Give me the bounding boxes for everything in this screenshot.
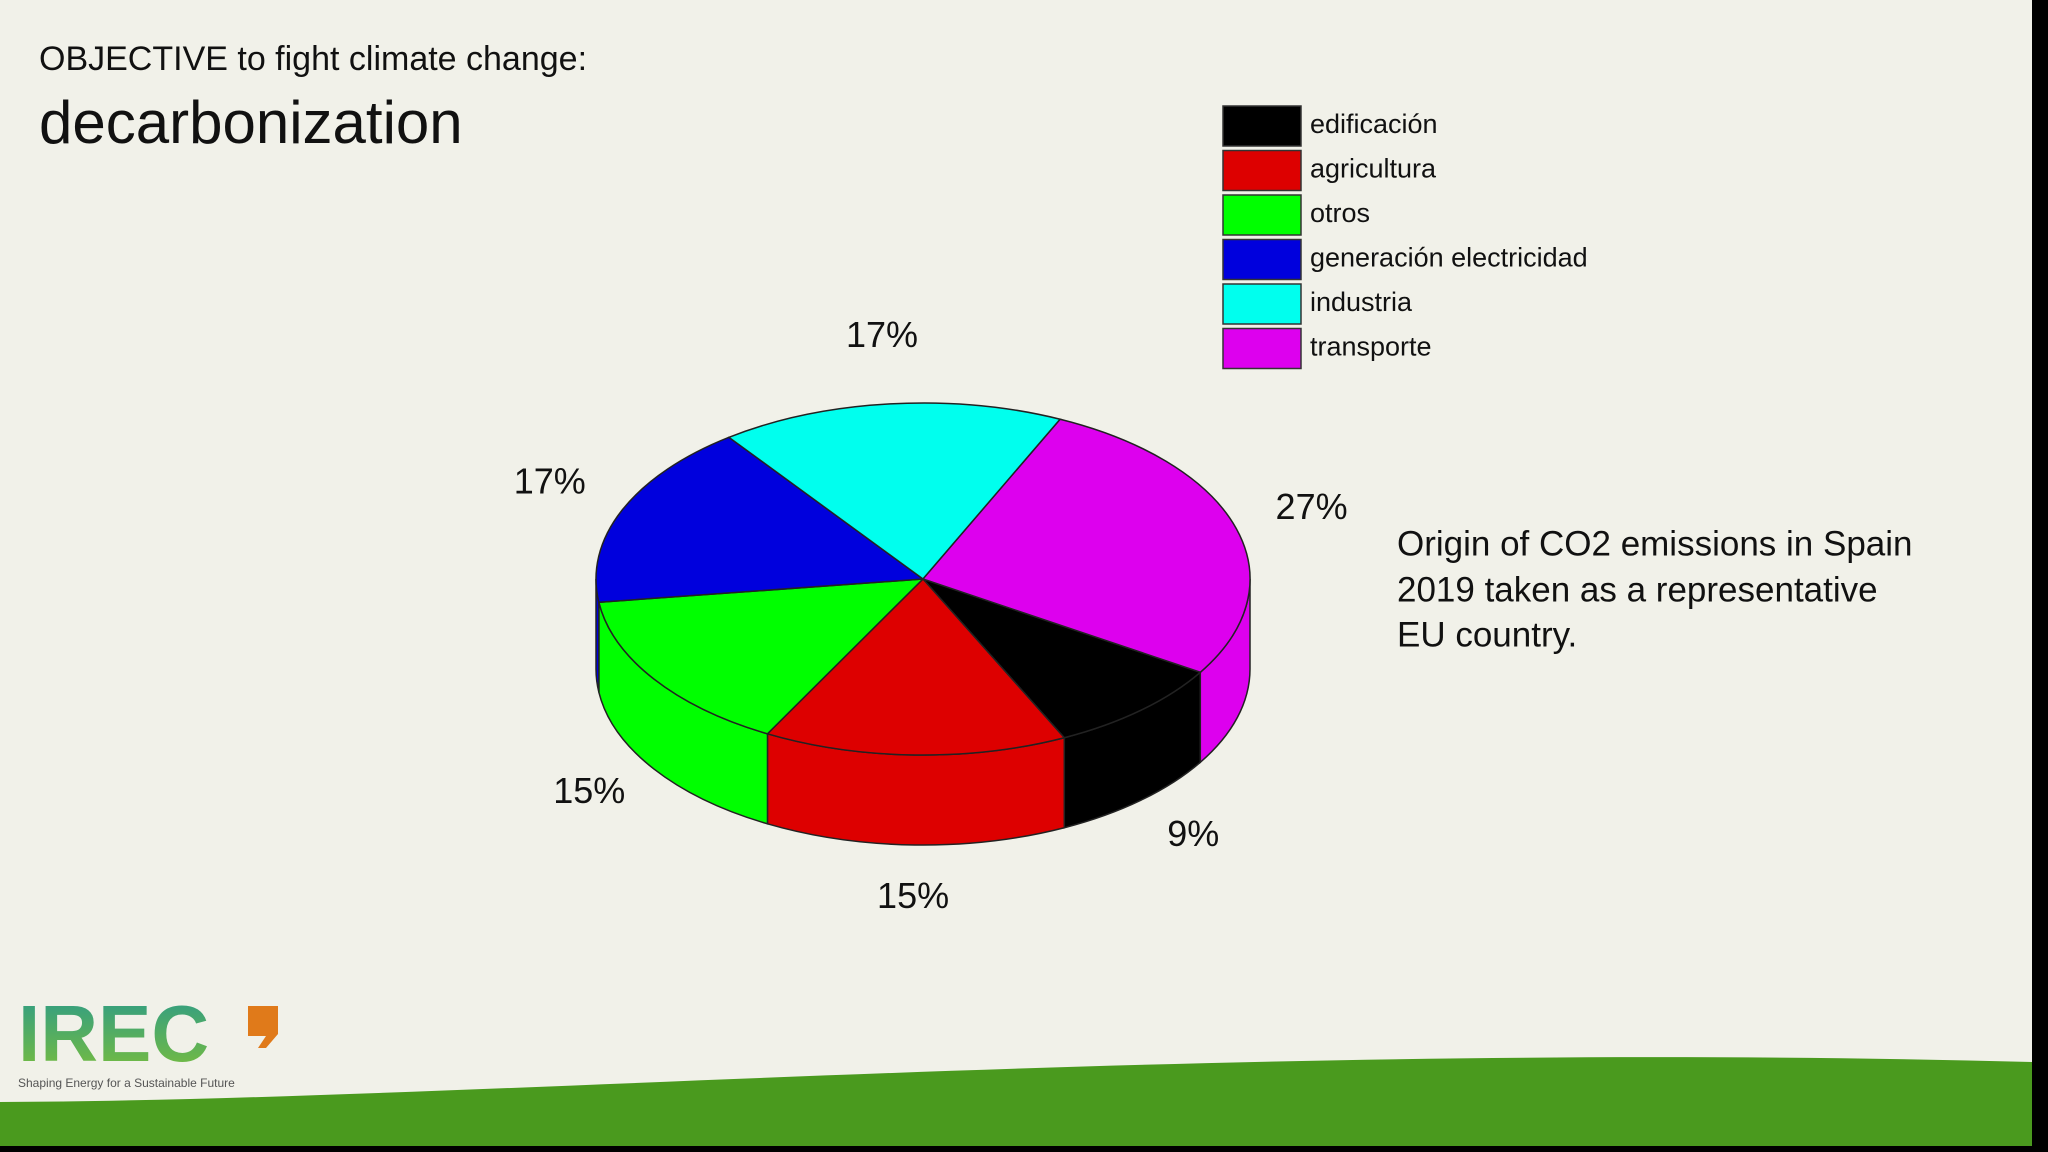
green-wave	[0, 1057, 2032, 1146]
legend-label: edificación	[1310, 109, 1438, 139]
note-line: 2019 taken as a representative	[1397, 570, 1878, 609]
legend-swatch	[1222, 283, 1302, 325]
data-label: 9%	[1167, 813, 1219, 854]
slice	[920, 577, 1202, 739]
legend-swatch	[1222, 105, 1302, 147]
legend-label: transporte	[1310, 332, 1432, 362]
note-line: EU country.	[1397, 615, 1577, 654]
note-line: Origin of CO2 emissions in Spain	[1397, 524, 1913, 563]
data-label: 17%	[846, 314, 918, 355]
slice	[921, 418, 1251, 674]
data-label: 15%	[877, 875, 949, 916]
slide-kicker: OBJECTIVE to fight climate change:	[39, 40, 587, 78]
data-label: 15%	[553, 770, 625, 811]
slice	[766, 577, 1066, 756]
legend-swatch	[1222, 327, 1302, 370]
legend-label: agricultura	[1310, 154, 1437, 184]
legend-label: industria	[1310, 287, 1413, 317]
logo-tagline: Shaping Energy for a Sustainable Future	[18, 1076, 235, 1090]
legend-swatch	[1222, 238, 1302, 281]
data-label: 27%	[1276, 486, 1348, 527]
legend-swatch	[1222, 194, 1302, 236]
pie-chart: 9% 15% 15% 17% 17% 27% edificación agricultura o…	[514, 105, 1588, 916]
legend-swatch	[1222, 149, 1302, 192]
slice	[727, 402, 1062, 581]
legend-label: otros	[1310, 198, 1370, 228]
slice	[597, 578, 925, 735]
legend-label: generación electricidad	[1310, 243, 1588, 273]
logo-mark	[248, 1006, 278, 1048]
data-label: 17%	[514, 461, 586, 502]
slide-title: decarbonization	[39, 89, 463, 156]
slice	[595, 436, 926, 604]
logo-name: IREC	[18, 989, 209, 1078]
